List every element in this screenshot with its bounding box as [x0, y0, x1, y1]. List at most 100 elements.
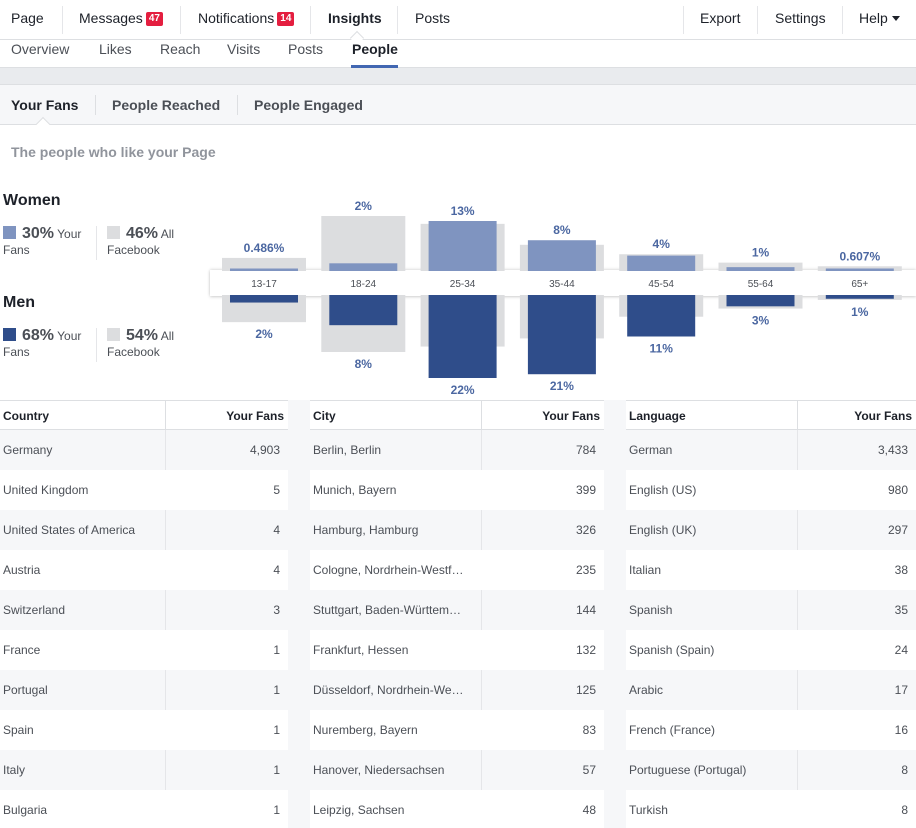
age-gender-chart: 0.486% 2% 13-17 2% 8% 18-24 13% 22% 25-34 8% 21% 35…	[222, 199, 902, 397]
city-table: City Your Fans Berlin, Berlin 784 Munich, Ba…	[310, 400, 604, 828]
row-name-cell: Düsseldorf, Nordrhein-We…	[310, 670, 482, 710]
table-row: Stuttgart, Baden-Württem… 144	[310, 590, 604, 630]
nav-notifications[interactable]: Notifications 14	[198, 0, 295, 40]
men-fans-bar	[428, 295, 497, 378]
nav-messages[interactable]: Messages 47	[79, 0, 163, 40]
row-name-cell: Hanover, Niedersachsen	[310, 750, 482, 790]
legend-label: Fans	[3, 345, 30, 359]
women-fans-bar	[428, 221, 497, 271]
row-count-cell: 326	[575, 523, 596, 537]
row-count-cell: 399	[575, 483, 596, 497]
tab-people-engaged[interactable]: People Engaged	[254, 97, 363, 113]
row-name-cell: Spanish	[626, 590, 798, 630]
men-value-label: 1%	[851, 305, 869, 319]
help-label: Help	[859, 10, 888, 26]
legend-label: Facebook	[107, 243, 160, 257]
table-row: Frankfurt, Hessen 132	[310, 630, 604, 670]
legend-label: Your	[57, 329, 82, 343]
men-fans-percent: 68%	[22, 327, 55, 344]
row-name-cell: Italian	[629, 563, 662, 577]
row-name-cell: Spain	[3, 723, 34, 737]
table-gutter	[604, 400, 626, 828]
women-facebook-percent: 46%	[126, 225, 159, 242]
tab-your-fans[interactable]: Your Fans	[11, 97, 79, 113]
tab-people-reached[interactable]: People Reached	[112, 97, 221, 113]
table-row: French (France) 16	[626, 710, 916, 750]
settings-button[interactable]: Settings	[775, 10, 826, 26]
nav-divider	[180, 6, 181, 34]
row-name-cell: Austria	[3, 563, 41, 577]
table-row: Portuguese (Portugal) 8	[626, 750, 916, 790]
men-facebook-percent: 54%	[126, 327, 159, 344]
women-value-label: 4%	[653, 237, 671, 251]
row-name-cell: France	[3, 643, 41, 657]
column-header-your-fans[interactable]: Your Fans	[226, 409, 284, 423]
table-row: Turkish 8	[626, 790, 916, 828]
age-range-label: 65+	[851, 279, 868, 290]
women-heading: Women	[3, 192, 61, 209]
tab-visits[interactable]: Visits	[227, 41, 261, 57]
table-row: Cologne, Nordrhein-Westf… 235	[310, 550, 604, 590]
row-name-cell: Spanish (Spain)	[629, 643, 715, 657]
column-header-name[interactable]: Language	[626, 401, 798, 429]
tab-divider	[237, 95, 238, 115]
row-name-cell: Hamburg, Hamburg	[310, 510, 482, 550]
tab-divider	[95, 95, 96, 115]
women-value-label: 8%	[553, 223, 571, 237]
nav-insights[interactable]: Insights	[328, 10, 382, 26]
row-count-cell: 24	[894, 643, 908, 657]
table-row: France 1	[0, 630, 288, 670]
row-name-cell: Leipzig, Sachsen	[313, 803, 405, 817]
table-row: Portugal 1	[0, 670, 288, 710]
legend-label: Fans	[3, 243, 30, 257]
tab-likes[interactable]: Likes	[99, 41, 132, 57]
men-all-facebook-legend: 54% All Facebook	[107, 328, 174, 360]
row-name-cell: French (France)	[629, 723, 716, 737]
legend-label: Your	[57, 227, 82, 241]
table-row: Düsseldorf, Nordrhein-We… 125	[310, 670, 604, 710]
nav-posts[interactable]: Posts	[415, 10, 451, 26]
tab-overview[interactable]: Overview	[11, 41, 70, 57]
row-count-cell: 144	[575, 603, 596, 617]
row-count-cell: 235	[575, 563, 596, 577]
row-name-cell: Bulgaria	[3, 803, 48, 817]
row-count-cell: 4	[273, 523, 280, 537]
tab-people[interactable]: People	[352, 41, 398, 57]
export-button[interactable]: Export	[700, 10, 741, 26]
nav-page[interactable]: Page	[11, 10, 44, 26]
section-intro: The people who like your Page	[11, 144, 216, 160]
row-count-cell: 8	[901, 803, 908, 817]
column-header-name[interactable]: City	[310, 401, 482, 429]
table-row: Spanish 35	[626, 590, 916, 630]
column-header-your-fans[interactable]: Your Fans	[854, 409, 912, 423]
women-fans-bar	[527, 240, 596, 271]
age-range-label: 25-34	[450, 279, 476, 290]
notifications-count-badge: 14	[277, 12, 295, 26]
table-row: Bulgaria 1	[0, 790, 288, 828]
row-count-cell: 38	[894, 563, 908, 577]
table-row: Munich, Bayern 399	[310, 470, 604, 510]
table-body: German 3,433 English (US) 980 English (UK) 29…	[626, 430, 916, 828]
row-count-cell: 16	[894, 723, 908, 737]
women-value-label: 0.607%	[839, 249, 880, 263]
men-value-label: 21%	[550, 379, 574, 393]
tab-posts[interactable]: Posts	[288, 41, 324, 57]
row-count-cell: 57	[582, 763, 596, 777]
help-menu[interactable]: Help	[859, 0, 900, 40]
active-tab-underline	[351, 65, 398, 68]
column-header-your-fans[interactable]: Your Fans	[542, 409, 600, 423]
chevron-down-icon	[891, 16, 900, 21]
row-count-cell: 132	[575, 643, 596, 657]
nav-divider	[62, 6, 63, 34]
table-row: Spain 1	[0, 710, 288, 750]
column-header-name[interactable]: Country	[0, 401, 166, 429]
nav-divider	[757, 6, 758, 34]
row-name-cell: English (UK)	[626, 510, 798, 550]
men-value-label: 3%	[752, 314, 770, 328]
age-range-label: 45-54	[648, 279, 674, 290]
tab-reach[interactable]: Reach	[160, 41, 201, 57]
age-axis-band	[210, 270, 916, 296]
men-value-label: 11%	[650, 342, 674, 356]
row-name-cell: Germany	[0, 430, 166, 470]
insights-subnav: Overview Likes Reach Visits Posts People	[0, 40, 916, 68]
